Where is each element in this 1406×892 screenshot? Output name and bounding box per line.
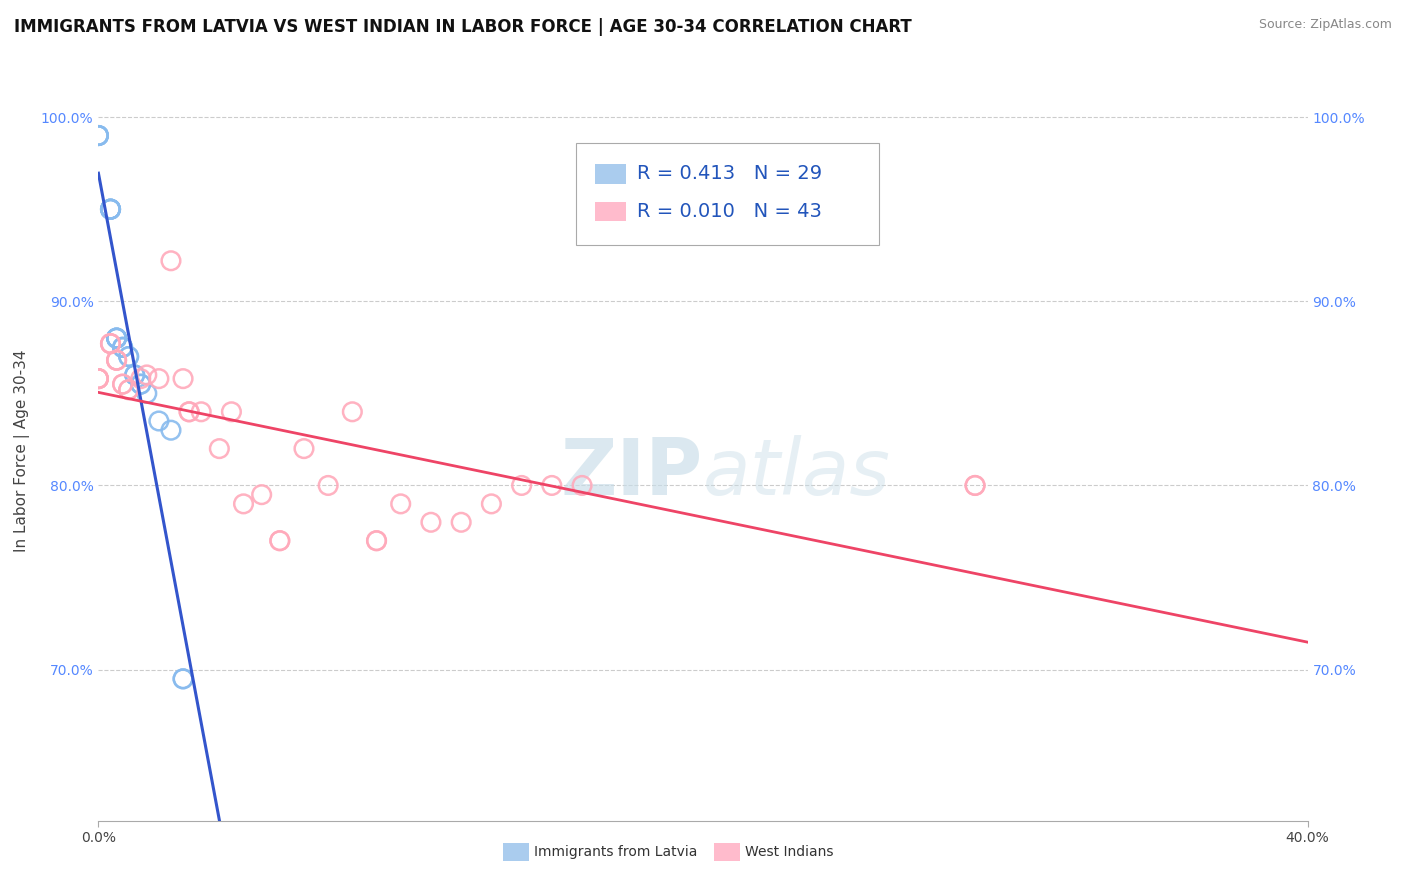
Point xyxy=(111,377,134,392)
Point xyxy=(87,371,110,385)
Point xyxy=(100,336,122,351)
Text: ZIP: ZIP xyxy=(561,434,703,511)
Point xyxy=(269,533,291,548)
Point xyxy=(111,340,134,354)
Point xyxy=(965,478,987,492)
Point xyxy=(124,368,146,382)
Point xyxy=(540,478,562,492)
Point xyxy=(124,368,146,382)
Point xyxy=(87,371,110,385)
Point xyxy=(148,414,170,428)
Point xyxy=(105,331,128,345)
Point xyxy=(190,405,212,419)
Point xyxy=(87,371,110,385)
Point xyxy=(100,336,122,351)
Point xyxy=(100,202,122,217)
Point xyxy=(105,353,128,368)
Point xyxy=(172,672,194,686)
Point xyxy=(100,202,122,217)
Point xyxy=(87,128,110,143)
Point xyxy=(100,336,122,351)
Text: atlas: atlas xyxy=(703,434,891,511)
Point xyxy=(118,350,141,364)
Point xyxy=(100,202,122,217)
Point xyxy=(450,516,472,530)
Point xyxy=(135,386,157,401)
Point xyxy=(342,405,364,419)
Point xyxy=(111,340,134,354)
Point xyxy=(160,423,183,437)
Point xyxy=(87,128,110,143)
Point xyxy=(129,371,152,385)
Point xyxy=(172,672,194,686)
Point xyxy=(160,253,183,268)
Point xyxy=(292,442,315,456)
Text: IMMIGRANTS FROM LATVIA VS WEST INDIAN IN LABOR FORCE | AGE 30-34 CORRELATION CHA: IMMIGRANTS FROM LATVIA VS WEST INDIAN IN… xyxy=(14,18,912,36)
Point xyxy=(87,371,110,385)
Point xyxy=(179,405,201,419)
Text: West Indians: West Indians xyxy=(745,845,834,859)
Y-axis label: In Labor Force | Age 30-34: In Labor Force | Age 30-34 xyxy=(14,349,30,552)
Point xyxy=(87,128,110,143)
Point xyxy=(208,442,231,456)
Point xyxy=(129,377,152,392)
Point xyxy=(87,128,110,143)
Point xyxy=(105,353,128,368)
Point xyxy=(100,202,122,217)
Point xyxy=(118,350,141,364)
Text: Source: ZipAtlas.com: Source: ZipAtlas.com xyxy=(1258,18,1392,31)
Point xyxy=(105,331,128,345)
Point xyxy=(111,377,134,392)
Point xyxy=(129,377,152,392)
Point xyxy=(366,533,388,548)
Point xyxy=(269,533,291,548)
Point xyxy=(571,478,593,492)
Point xyxy=(148,371,170,385)
Point xyxy=(111,340,134,354)
Text: R = 0.413   N = 29: R = 0.413 N = 29 xyxy=(637,164,823,184)
Point xyxy=(366,533,388,548)
Point xyxy=(105,353,128,368)
Text: Immigrants from Latvia: Immigrants from Latvia xyxy=(534,845,697,859)
Point xyxy=(118,383,141,397)
Point xyxy=(172,371,194,385)
Point xyxy=(135,368,157,382)
Point xyxy=(105,331,128,345)
Point xyxy=(420,516,443,530)
Point xyxy=(316,478,339,492)
Point xyxy=(179,405,201,419)
Point xyxy=(965,478,987,492)
Point xyxy=(100,202,122,217)
Text: R = 0.010   N = 43: R = 0.010 N = 43 xyxy=(637,202,821,221)
Point xyxy=(118,383,141,397)
Point xyxy=(250,488,273,502)
Point xyxy=(510,478,533,492)
Point xyxy=(221,405,243,419)
Point xyxy=(232,497,254,511)
Point xyxy=(389,497,412,511)
Point xyxy=(481,497,503,511)
Point xyxy=(105,331,128,345)
